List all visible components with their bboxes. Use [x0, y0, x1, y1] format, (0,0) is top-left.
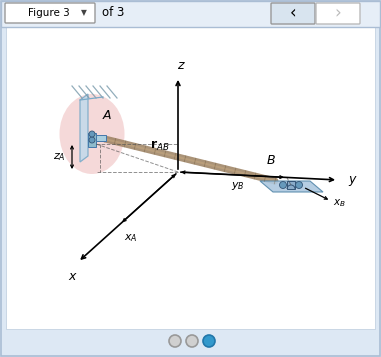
Circle shape	[89, 137, 95, 143]
Bar	[88, 133, 96, 147]
Text: ›: ›	[335, 4, 341, 22]
Text: A: A	[103, 109, 112, 122]
FancyBboxPatch shape	[5, 3, 95, 23]
Bar	[6, 27, 375, 329]
Polygon shape	[260, 181, 323, 192]
Circle shape	[203, 335, 215, 347]
Text: x: x	[68, 270, 76, 283]
Text: $x_B$: $x_B$	[333, 197, 346, 209]
Text: z: z	[177, 59, 183, 72]
Ellipse shape	[59, 94, 125, 174]
Text: $x_A$: $x_A$	[124, 232, 138, 244]
Text: Figure 3: Figure 3	[28, 8, 70, 18]
Polygon shape	[287, 181, 295, 189]
Circle shape	[296, 181, 303, 188]
FancyBboxPatch shape	[316, 3, 360, 24]
Polygon shape	[80, 94, 88, 162]
Circle shape	[186, 335, 198, 347]
Circle shape	[169, 335, 181, 347]
Text: $z_A$: $z_A$	[53, 151, 66, 163]
FancyBboxPatch shape	[271, 3, 315, 24]
Text: y: y	[348, 174, 355, 186]
Text: ‹: ‹	[290, 4, 296, 22]
Text: B: B	[267, 154, 275, 167]
Bar	[1, 1, 380, 27]
Circle shape	[89, 131, 95, 137]
Text: $\mathbf{r}_{AB}$: $\mathbf{r}_{AB}$	[150, 139, 170, 153]
Text: ▼: ▼	[81, 9, 87, 17]
Text: $y_B$: $y_B$	[231, 180, 244, 192]
Bar	[96, 135, 106, 141]
Bar	[1, 1, 380, 27]
Text: of 3: of 3	[102, 6, 124, 20]
Circle shape	[280, 181, 287, 188]
